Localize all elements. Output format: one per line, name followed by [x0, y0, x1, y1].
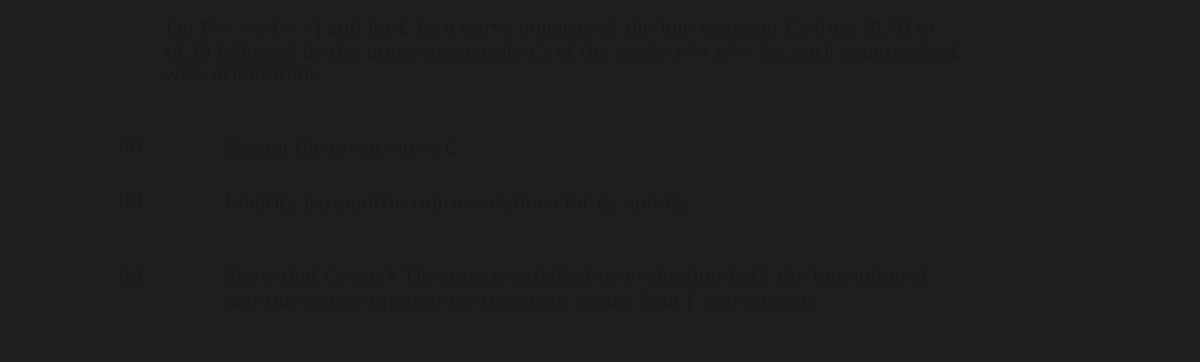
- Text: Show that Green’s Theorem is satisfied by evaluating both the line integral: Show that Green’s Theorem is satisfied b…: [223, 268, 925, 286]
- Text: (c): (c): [118, 268, 143, 286]
- Text: $(4,0)$ followed by the upper semicircle $C_2$ of the circle $x^2+y^2=4x$, with : $(4,0)$ followed by the upper semicircle…: [163, 42, 967, 66]
- Text: Let $\mathbf{F} = -y\,\mathbf{i}+x\,\mathbf{j}$ and let $C$ be a curve consists : Let $\mathbf{F} = -y\,\mathbf{i}+x\,\mat…: [163, 18, 935, 40]
- Text: wise orientation.: wise orientation.: [163, 66, 320, 84]
- Text: (b): (b): [118, 193, 144, 211]
- Text: Sketch the given curve $C$.: Sketch the given curve $C$.: [223, 138, 463, 160]
- Text: and the double integral for the given vector field $\mathbf{F}$ and curve $C$.: and the double integral for the given ve…: [223, 292, 821, 314]
- Text: (a): (a): [118, 138, 143, 156]
- Text: Identify parametric representations for $C_1$ and $C_2$.: Identify parametric representations for …: [223, 193, 691, 215]
